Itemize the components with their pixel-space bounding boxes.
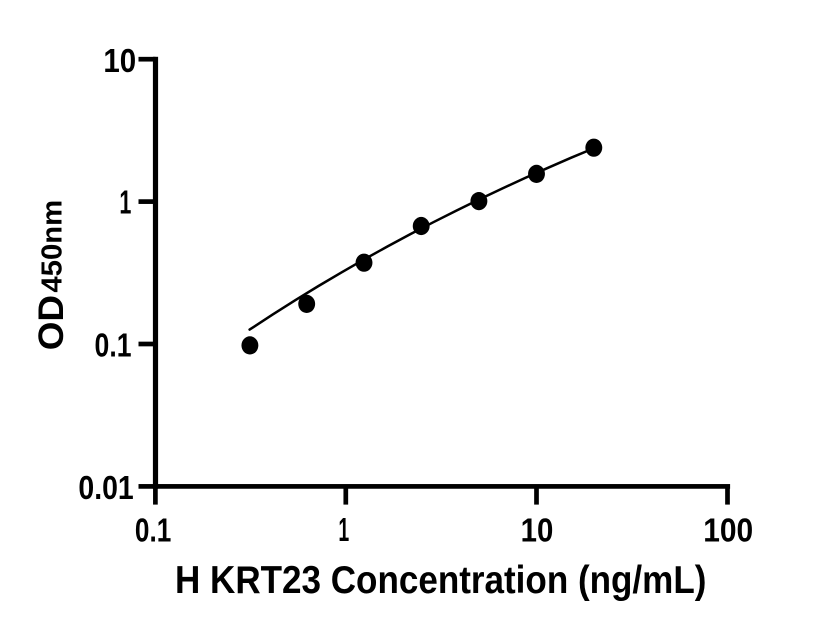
svg-text:OD: OD (32, 295, 71, 350)
svg-text:10: 10 (103, 42, 136, 79)
svg-text:0.01: 0.01 (78, 469, 133, 506)
svg-text:10: 10 (521, 511, 554, 548)
svg-text:H KRT23 Concentration (ng/mL): H KRT23 Concentration (ng/mL) (175, 559, 706, 602)
svg-text:0.1: 0.1 (135, 512, 171, 549)
svg-text:450nm: 450nm (37, 200, 69, 293)
svg-text:100: 100 (703, 512, 753, 549)
svg-text:1: 1 (119, 184, 131, 221)
svg-text:1: 1 (338, 511, 349, 548)
svg-text:0.1: 0.1 (95, 327, 132, 364)
